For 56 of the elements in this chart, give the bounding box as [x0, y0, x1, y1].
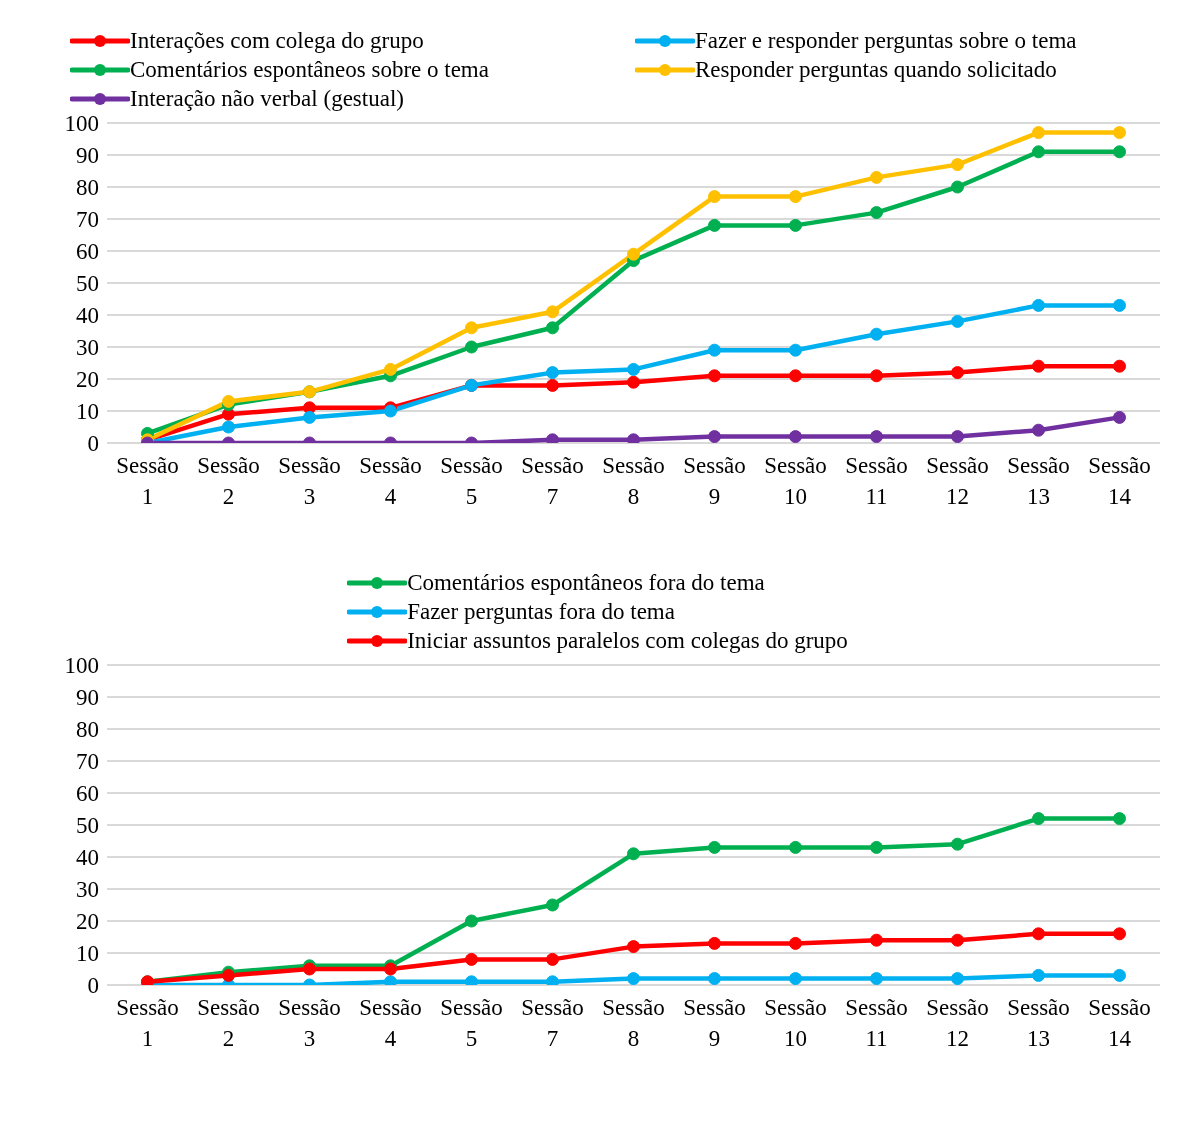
x-tick-label: Sessão 10 [764, 995, 827, 1051]
legend-label: Comentários espontâneos fora do tema [407, 569, 765, 597]
y-tick-label: 20 [76, 909, 99, 935]
x-tick-label: Sessão 2 [197, 453, 260, 509]
y-tick-label: 70 [76, 207, 99, 233]
x-tick-label: Sessão 5 [440, 453, 503, 509]
legend-label: Interação não verbal (gestual) [130, 85, 404, 113]
x-tick-label: Sessão 4 [359, 453, 422, 509]
y-tick-label: 90 [76, 143, 99, 169]
x-tick-label: Sessão 13 [1007, 995, 1070, 1051]
y-tick-label: 100 [64, 653, 99, 679]
x-tick-label: Sessão 5 [440, 995, 503, 1051]
y-tick-label: 60 [76, 239, 99, 265]
y-tick-label: 50 [76, 813, 99, 839]
y-tick-label: 30 [76, 877, 99, 903]
y-tick-label: 30 [76, 335, 99, 361]
x-tick-label: Sessão 2 [197, 995, 260, 1051]
x-tick-label: Sessão 12 [926, 453, 989, 509]
legend-label: Interações com colega do grupo [130, 27, 424, 55]
y-tick-label: 20 [76, 367, 99, 393]
x-tick-label: Sessão 8 [602, 995, 665, 1051]
y-tick-label: 10 [76, 941, 99, 967]
x-tick-label: Sessão 4 [359, 995, 422, 1051]
y-tick-label: 100 [64, 111, 99, 137]
legend-label: Comentários espontâneos sobre o tema [130, 56, 489, 84]
x-tick-label: Sessão 1 [116, 995, 179, 1051]
y-tick-label: 60 [76, 781, 99, 807]
legend-label: Fazer e responder perguntas sobre o tema [695, 27, 1077, 55]
x-tick-label: Sessão 12 [926, 995, 989, 1051]
x-tick-label: Sessão 9 [683, 995, 746, 1051]
legend-label: Fazer perguntas fora do tema [407, 598, 675, 626]
x-tick-label: Sessão 14 [1088, 995, 1151, 1051]
x-tick-label: Sessão 3 [278, 995, 341, 1051]
x-tick-label: Sessão 8 [602, 453, 665, 509]
y-tick-label: 40 [76, 303, 99, 329]
x-tick-label: Sessão 1 [116, 453, 179, 509]
y-tick-label: 90 [76, 685, 99, 711]
y-tick-label: 40 [76, 845, 99, 871]
x-tick-label: Sessão 7 [521, 453, 584, 509]
x-tick-label: Sessão 3 [278, 453, 341, 509]
y-tick-label: 80 [76, 717, 99, 743]
x-tick-label: Sessão 14 [1088, 453, 1151, 509]
y-tick-label: 10 [76, 399, 99, 425]
y-tick-label: 50 [76, 271, 99, 297]
y-tick-label: 0 [87, 973, 99, 999]
x-tick-label: Sessão 11 [845, 995, 908, 1051]
x-tick-label: Sessão 10 [764, 453, 827, 509]
legend-label: Iniciar assuntos paralelos com colegas do grupo [407, 627, 848, 655]
y-tick-label: 0 [87, 431, 99, 457]
x-tick-label: Sessão 7 [521, 995, 584, 1051]
legend-label: Responder perguntas quando solicitado [695, 56, 1057, 84]
x-tick-label: Sessão 11 [845, 453, 908, 509]
y-tick-label: 80 [76, 175, 99, 201]
y-tick-label: 70 [76, 749, 99, 775]
x-tick-label: Sessão 9 [683, 453, 746, 509]
x-tick-label: Sessão 13 [1007, 453, 1070, 509]
